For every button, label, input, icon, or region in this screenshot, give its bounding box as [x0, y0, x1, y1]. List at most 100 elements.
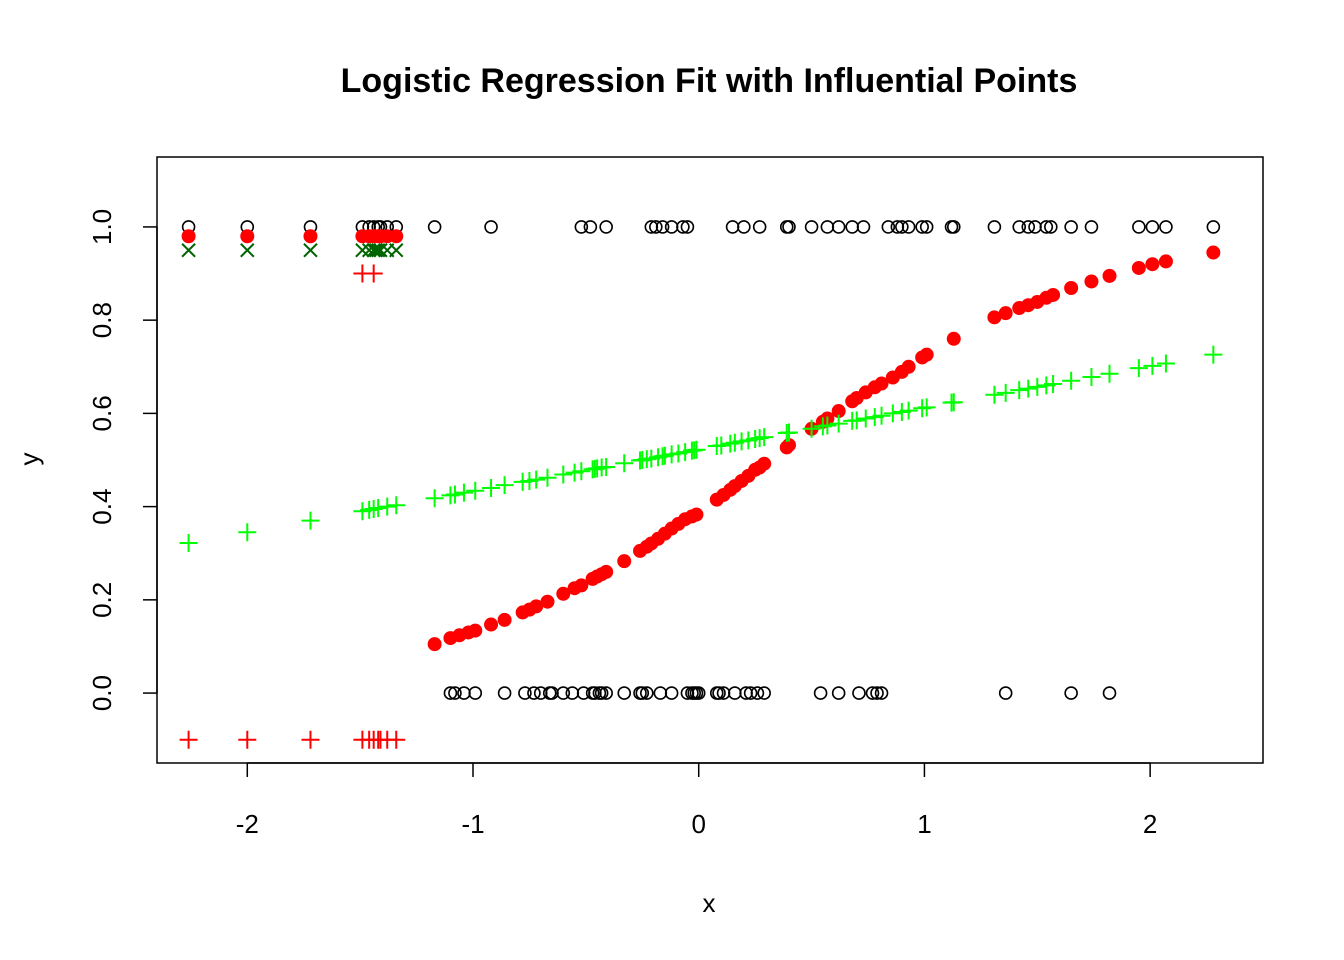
- point-observed: [831, 686, 846, 700]
- x-tick-label: 2: [1143, 809, 1157, 839]
- point-linear_fit: [1082, 368, 1101, 387]
- point-logistic_fit_influential: [389, 229, 404, 244]
- point-linear_fit: [1143, 356, 1162, 375]
- point-observed: [895, 220, 909, 234]
- point-logistic_fit: [427, 637, 442, 652]
- point-influential_offset: [179, 730, 198, 749]
- point-linear_fit: [1010, 381, 1029, 400]
- point-logistic_fit: [1084, 274, 1099, 289]
- point-observed: [664, 686, 679, 700]
- point-linear_fit: [872, 406, 891, 425]
- point-influential_marker: [389, 243, 404, 258]
- point-linear_fit: [996, 383, 1015, 402]
- point-observed: [725, 220, 740, 234]
- point-observed: [1084, 220, 1099, 234]
- point-linear_fit: [179, 533, 198, 552]
- point-logistic_fit: [1064, 280, 1079, 295]
- y-tick-label: 0.4: [87, 489, 117, 525]
- point-linear_fit: [1129, 359, 1148, 378]
- point-observed: [680, 220, 695, 234]
- point-linear_fit: [527, 470, 546, 489]
- chart-title: Logistic Regression Fit with Influential…: [341, 62, 1078, 100]
- point-linear_fit: [387, 496, 406, 515]
- point-observed: [655, 220, 670, 234]
- point-observed: [915, 220, 929, 234]
- point-linear_fit: [1044, 375, 1063, 394]
- point-linear_fit: [1028, 377, 1047, 396]
- point-logistic_fit: [874, 376, 889, 391]
- point-observed: [870, 686, 884, 700]
- point-logistic_fit_influential: [303, 229, 318, 244]
- x-tick-label: -1: [461, 809, 484, 839]
- point-logistic_fit: [1206, 245, 1221, 260]
- point-linear_fit: [856, 409, 875, 428]
- point-observed: [1132, 220, 1146, 234]
- point-observed: [750, 686, 765, 700]
- point-observed: [691, 686, 706, 700]
- y-tick-label: 0.6: [87, 395, 117, 431]
- data-points: [179, 220, 1223, 749]
- point-observed: [1064, 220, 1078, 234]
- point-observed: [813, 686, 828, 700]
- point-linear_fit: [883, 404, 902, 423]
- point-observed: [831, 220, 846, 234]
- point-observed: [845, 220, 860, 234]
- point-observed: [804, 220, 819, 234]
- point-logistic_fit_influential: [240, 229, 255, 244]
- point-observed: [518, 686, 532, 700]
- point-linear_fit: [755, 428, 774, 447]
- point-observed: [1145, 220, 1160, 234]
- point-influential_offset: [238, 730, 257, 749]
- point-logistic_fit: [1046, 287, 1061, 302]
- point-observed: [743, 686, 758, 700]
- point-linear_fit: [538, 468, 557, 487]
- point-linear_fit: [445, 485, 464, 504]
- point-linear_fit: [1019, 379, 1038, 398]
- point-observed: [856, 220, 871, 234]
- point-observed: [782, 220, 796, 234]
- point-linear_fit: [712, 436, 731, 455]
- point-linear_fit: [802, 419, 821, 438]
- point-observed: [1064, 686, 1078, 700]
- x-tick-label: 1: [917, 809, 931, 839]
- y-axis-label: y: [14, 453, 44, 466]
- point-influential_marker: [373, 243, 388, 258]
- point-observed: [901, 220, 916, 234]
- point-observed: [664, 220, 679, 234]
- point-logistic_fit: [689, 507, 704, 522]
- point-observed: [987, 220, 1002, 234]
- point-influential_marker: [240, 243, 255, 258]
- point-observed: [712, 686, 726, 700]
- point-linear_fit: [301, 511, 320, 530]
- point-influential_marker: [303, 243, 318, 258]
- point-logistic_fit: [540, 594, 555, 609]
- point-logistic_fit: [998, 306, 1013, 321]
- point-linear_fit: [1100, 364, 1119, 383]
- point-logistic_fit: [1158, 254, 1173, 269]
- point-linear_fit: [369, 499, 388, 518]
- point-logistic_fit: [946, 331, 961, 346]
- point-observed: [757, 686, 771, 700]
- point-linear_fit: [378, 497, 397, 516]
- point-observed: [919, 220, 934, 234]
- x-tick-label: 0: [691, 809, 705, 839]
- point-linear_fit: [687, 440, 706, 459]
- point-influential_offset: [301, 730, 320, 749]
- point-linear_fit: [238, 523, 257, 542]
- point-observed: [457, 686, 471, 700]
- point-observed: [1102, 686, 1117, 700]
- y-axis: 0.0 0.2 0.4 0.6 0.8 1.0: [87, 209, 158, 711]
- point-observed: [1159, 220, 1173, 234]
- point-observed: [468, 686, 483, 700]
- point-observed: [728, 686, 742, 700]
- point-linear_fit: [1204, 345, 1223, 364]
- point-linear_fit: [466, 481, 485, 500]
- point-observed: [635, 686, 650, 700]
- point-observed: [617, 686, 632, 700]
- point-observed: [998, 686, 1013, 700]
- y-tick-label: 0.8: [87, 302, 117, 338]
- point-observed: [1206, 220, 1221, 234]
- point-observed: [427, 220, 442, 234]
- point-observed: [527, 686, 541, 700]
